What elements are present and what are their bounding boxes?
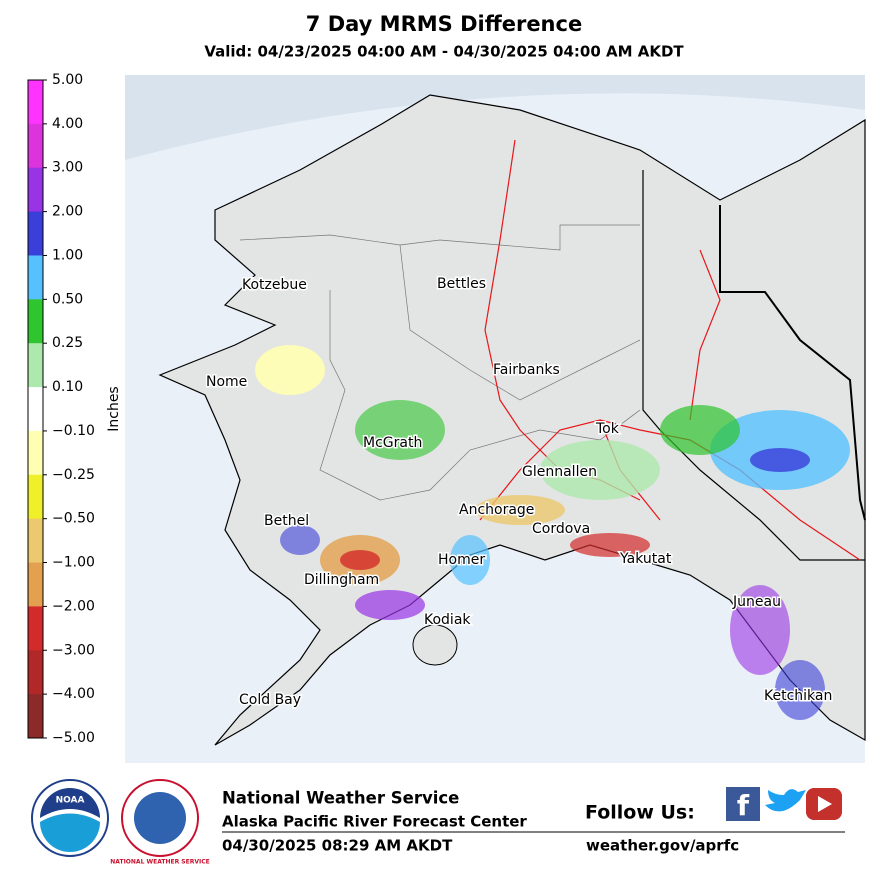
colorbar-tick-label: 0.50 [52, 291, 83, 307]
colorbar-tick-label: −0.25 [52, 467, 95, 483]
city-label: Bethel [264, 513, 309, 529]
city-label: Kodiak [424, 612, 471, 628]
colorbar-tick-label: −0.50 [52, 511, 95, 527]
colorbar-tick-label: 5.00 [52, 72, 83, 88]
svg-text:f: f [737, 789, 750, 822]
city-label: Bettles [437, 276, 486, 292]
map: Kotzebue Bettles Nome Fairbanks McGrath … [125, 75, 866, 763]
colorbar-tick-label: 2.00 [52, 204, 83, 220]
colorbar-band [28, 167, 43, 213]
kodiak-island [412, 624, 458, 666]
city-label: Cordova [532, 521, 590, 537]
follow-us: Follow Us: [585, 802, 695, 824]
colorbar-tick-label: −2.00 [52, 598, 95, 614]
colorbar-tick-label: 0.10 [52, 379, 83, 395]
colorbar-tick-label: −5.00 [52, 730, 95, 746]
colorbar-tick-label: −1.00 [52, 555, 95, 571]
nws-logo-text: NATIONAL WEATHER SERVICE [110, 859, 209, 866]
city-label: Glennallen [522, 464, 597, 480]
city-label: Dillingham [304, 572, 379, 588]
national-borders [642, 170, 866, 561]
colorbar-tick-label: −0.10 [52, 423, 95, 439]
noaa-logo-text: NOAA [56, 796, 85, 806]
city-label: Nome [206, 374, 247, 390]
colorbar-band [28, 343, 43, 388]
colorbar-tick-label: 3.00 [52, 160, 83, 176]
footer-url[interactable]: weather.gov/aprfc [586, 837, 739, 855]
colorbar-band [28, 694, 43, 739]
city-label: Yakutat [619, 551, 672, 567]
colorbar-band [28, 387, 43, 432]
colorbar-band [28, 430, 43, 476]
map-edge [125, 75, 865, 160]
colorbar-band [28, 255, 43, 300]
facebook-icon[interactable] [726, 787, 760, 821]
region-borders [239, 224, 641, 501]
colorbar-band [28, 606, 43, 651]
colorbar-tick-label: 0.25 [52, 335, 83, 351]
colorbar-band [28, 562, 43, 607]
colorbar-tick-label: 1.00 [52, 247, 83, 263]
city-label: Fairbanks [493, 362, 560, 378]
colorbar-band [28, 211, 43, 256]
colorbar-tick-label: 4.00 [52, 116, 83, 132]
subtitle: Valid: 04/23/2025 04:00 AM - 04/30/2025 … [204, 43, 684, 61]
footer-org: National Weather Service [222, 789, 459, 808]
footer: NOAA NATIONAL WEATHER SERVICE National W… [31, 779, 845, 866]
colorbar-label: Inches [106, 386, 122, 431]
footer-center: Alaska Pacific River Forecast Center [222, 813, 527, 831]
colorbar-band [28, 474, 43, 520]
colorbar: Inches 5.00 4.00 3.00 2.00 1.00 0.50 0.25 0.10 −… [27, 72, 122, 746]
colorbar-frame [27, 79, 44, 739]
precipitation [255, 345, 850, 720]
title: 7 Day MRMS Difference [306, 12, 582, 36]
twitter-icon[interactable] [765, 789, 806, 812]
city-label: Tok [595, 421, 620, 437]
city-label: Kotzebue [242, 277, 307, 293]
colorbar-tick-label: −3.00 [52, 642, 95, 658]
colorbar-band [28, 123, 43, 169]
city-label: Homer [438, 552, 485, 568]
city-label: Cold Bay [239, 692, 301, 708]
footer-timestamp: 04/30/2025 08:29 AM AKDT [222, 837, 453, 855]
colorbar-band [28, 299, 43, 344]
colorbar-band [28, 518, 43, 564]
city-label: Juneau [732, 594, 781, 610]
city-label: Ketchikan [764, 688, 832, 704]
colorbar-tick-label: −4.00 [52, 686, 95, 702]
city-label: McGrath [363, 435, 422, 451]
city-labels: Kotzebue Bettles Nome Fairbanks McGrath … [205, 275, 834, 710]
colorbar-band [28, 80, 43, 125]
city-label: Anchorage [459, 502, 534, 518]
colorbar-band [28, 650, 43, 695]
